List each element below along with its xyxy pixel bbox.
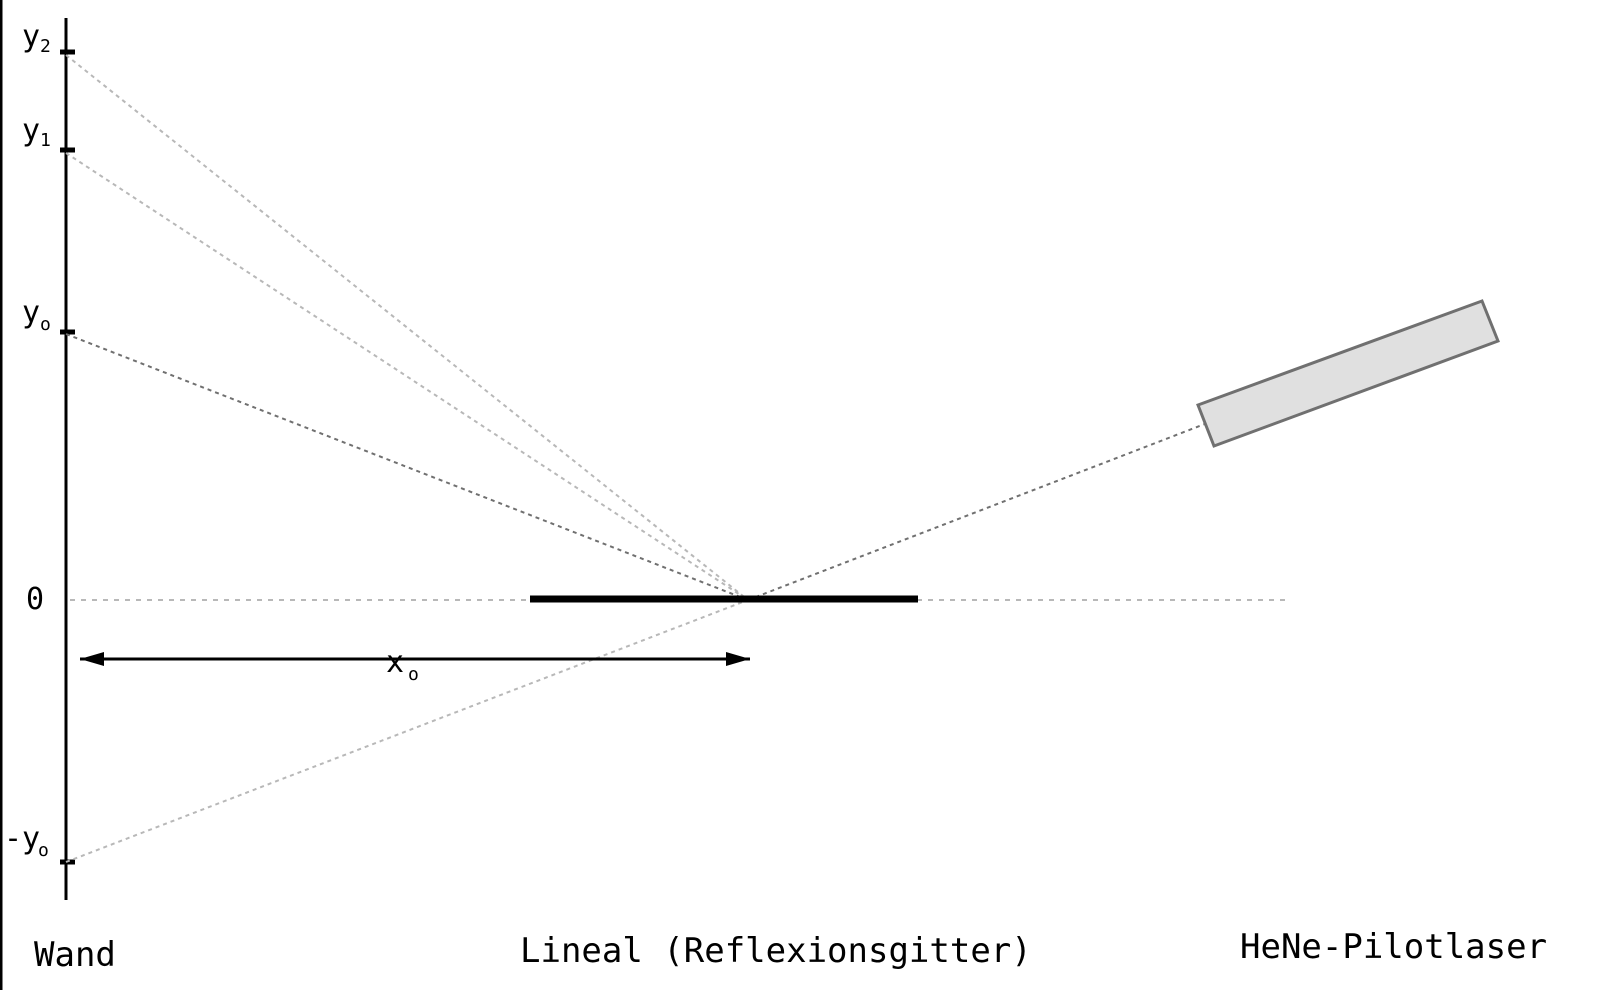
label-y0: y xyxy=(22,295,40,330)
laser-icon xyxy=(1196,299,1500,448)
label-zero: 0 xyxy=(26,582,44,617)
beam-y0 xyxy=(65,333,749,601)
x0-arrow-left xyxy=(80,652,104,666)
label-y0-sub: o xyxy=(40,314,51,335)
x0-arrow-right xyxy=(726,652,750,666)
label-y2: y xyxy=(22,19,40,54)
incident-beam xyxy=(747,421,1211,601)
caption-wall: Wand xyxy=(34,935,116,975)
label-x0-sub: o xyxy=(408,664,419,685)
beam-neg-y0 xyxy=(65,599,749,863)
beam-y1 xyxy=(65,152,749,601)
label-x0: x xyxy=(386,645,404,680)
label-y2-sub: 2 xyxy=(40,36,51,57)
caption-ruler: Lineal (Reflexionsgitter) xyxy=(520,931,1032,971)
label-y1-sub: 1 xyxy=(40,130,51,151)
label-neg-y0-sub: o xyxy=(38,840,49,861)
label-y1: y xyxy=(22,113,40,148)
caption-laser: HeNe-Pilotlaser xyxy=(1240,927,1547,967)
label-neg-y0: -y xyxy=(4,821,40,856)
beam-y2 xyxy=(65,54,749,601)
